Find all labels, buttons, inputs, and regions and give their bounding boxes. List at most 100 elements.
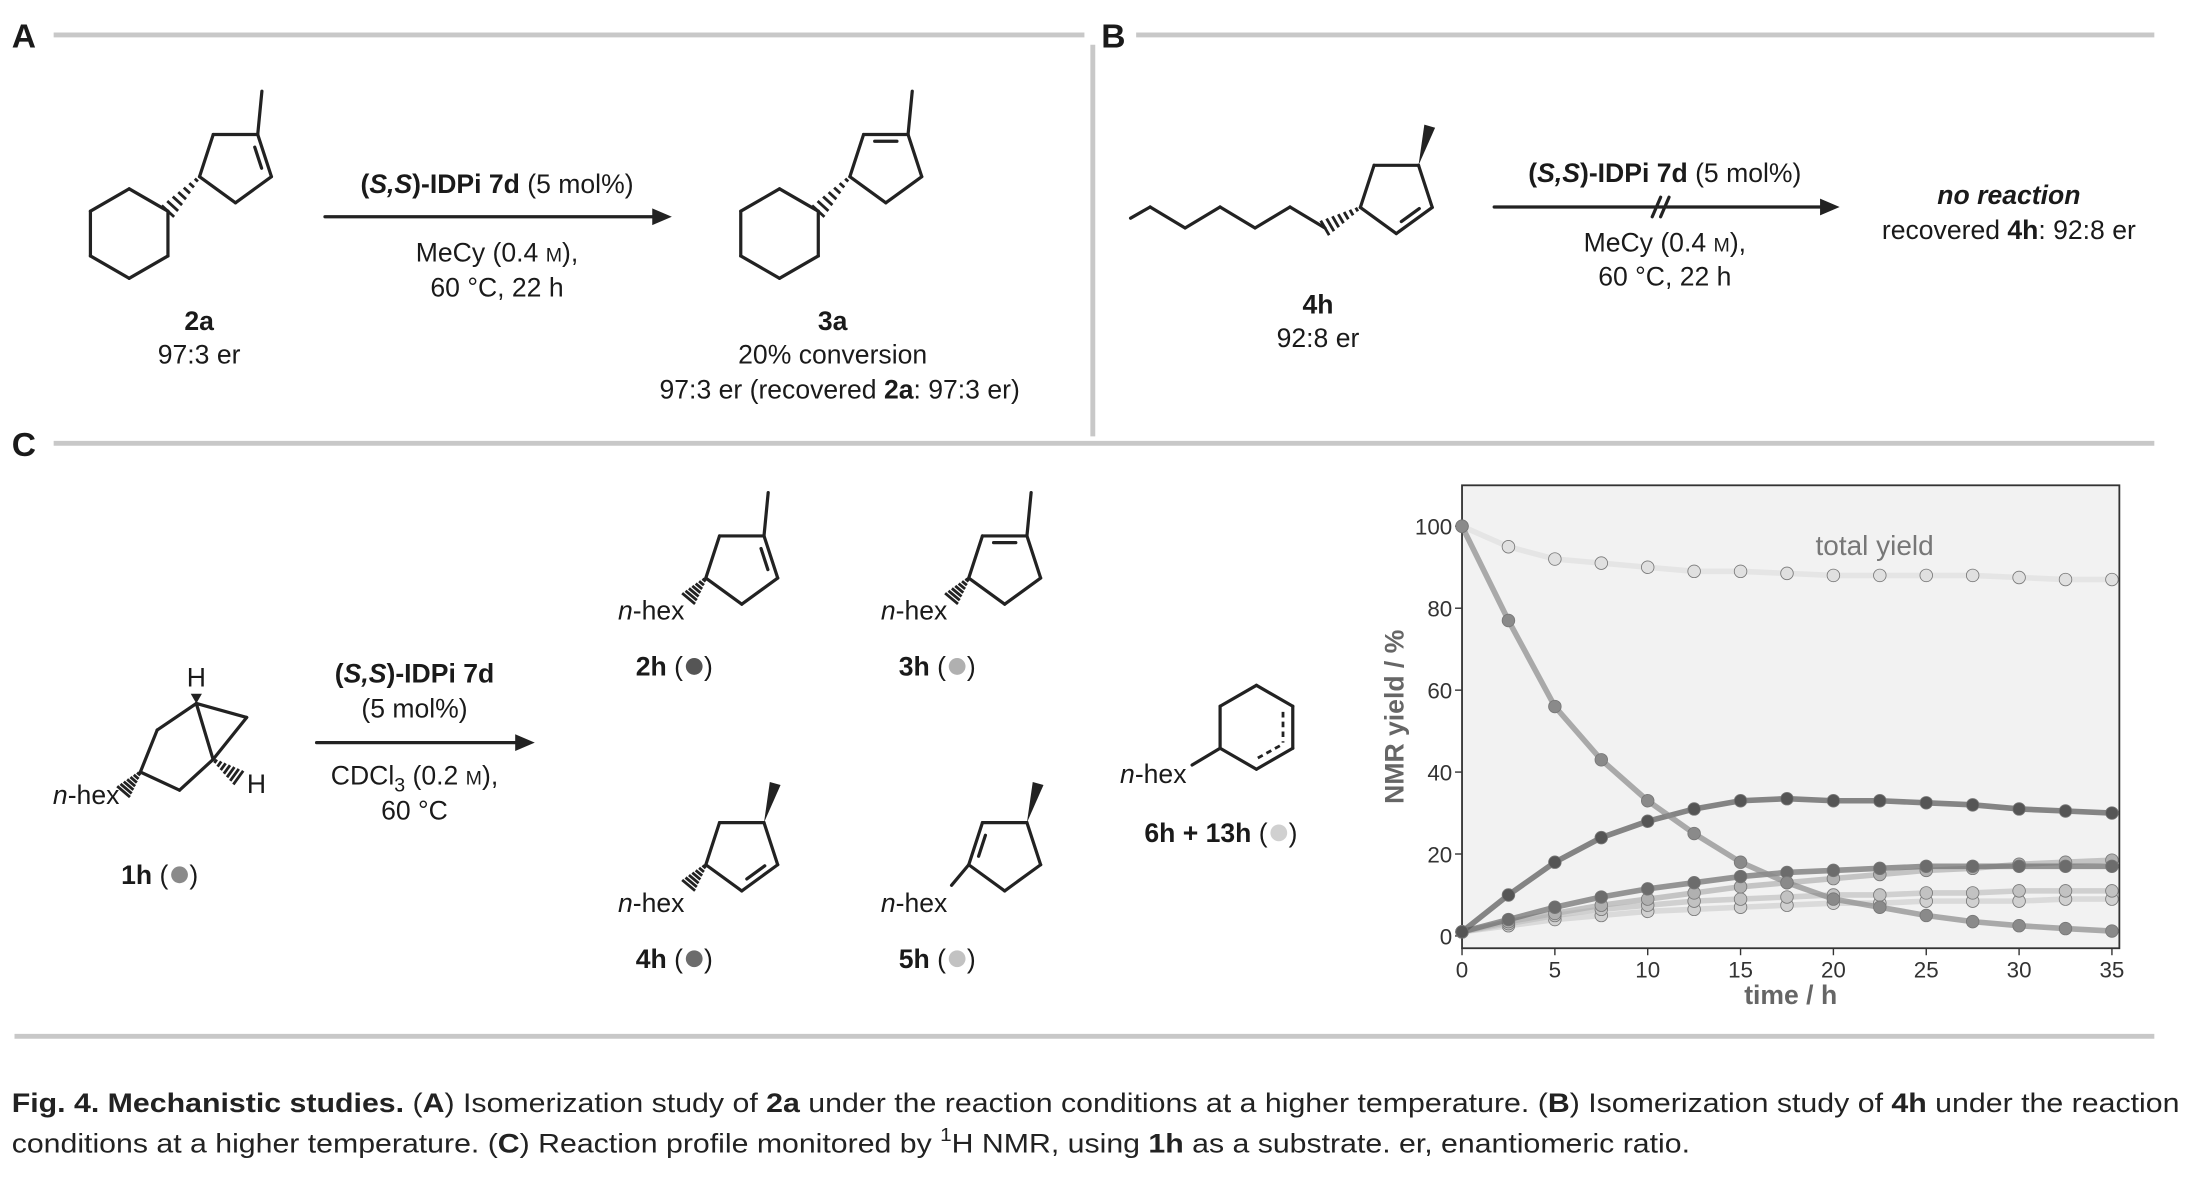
data-point <box>1733 869 1748 884</box>
data-point <box>1919 568 1933 583</box>
x-tick-label: 25 <box>1914 958 1939 983</box>
bond <box>1218 205 1257 230</box>
bond <box>253 145 264 170</box>
marker-dot <box>948 658 966 675</box>
bond <box>739 254 782 280</box>
hashed-bond <box>701 864 707 870</box>
compound-labels: 1h () 2h () 3h () 4h () 5h () 6h + 13h () <box>121 652 1297 974</box>
bond <box>1148 205 1187 230</box>
paren: ) <box>704 652 713 682</box>
compound-id: 5h <box>899 944 930 974</box>
substituent-italic: n <box>881 596 896 626</box>
compound-id: 1h <box>121 860 152 890</box>
catalyst: (S,S)-IDPi 7d (5 mol%) <box>360 169 633 199</box>
y-tick-label: 20 <box>1427 842 1452 867</box>
result: no reaction <box>1937 180 2080 210</box>
x-tick-label: 30 <box>2007 958 2032 983</box>
dashed-bond <box>1257 742 1284 760</box>
marker-dot <box>948 950 966 968</box>
atom-label: H <box>247 769 266 799</box>
substituent-text: -hex <box>1135 759 1187 789</box>
bond <box>762 534 780 580</box>
hashed-bond <box>136 771 142 777</box>
compound-id: 4h <box>636 944 667 974</box>
substituent-text: -hex <box>896 596 948 626</box>
data-point <box>1594 556 1609 570</box>
marker-dot <box>685 658 703 675</box>
hashed-bond <box>219 762 227 771</box>
marker-dot <box>685 950 703 968</box>
bond <box>1025 534 1043 580</box>
compound-id: 3h <box>899 652 930 682</box>
catalyst: (S,S)-IDPi 7d <box>335 659 494 689</box>
substituent: n-hex <box>618 596 684 626</box>
bond <box>949 863 971 887</box>
panel-label: C <box>12 427 36 464</box>
data-point <box>1594 890 1609 904</box>
bond <box>759 546 770 572</box>
data-point <box>1873 794 1887 808</box>
bond <box>1394 205 1434 236</box>
compound-label: 3h ( <box>899 652 946 682</box>
chart: 0 20 40 60 80 100 0 5 10 15 20 25 30 35 time / h NMR yi… <box>1379 484 2124 1010</box>
hashed-bond <box>188 182 195 189</box>
data-point <box>2012 884 2026 898</box>
y-tick-label: 40 <box>1427 760 1452 785</box>
bond <box>155 701 198 732</box>
data-point <box>1919 859 1933 874</box>
hashed-bond <box>1348 209 1355 216</box>
bond <box>177 757 215 792</box>
bond <box>1003 863 1043 893</box>
no-reaction-mark <box>1659 195 1671 219</box>
data-point <box>1594 830 1609 845</box>
bond <box>704 821 722 867</box>
bond <box>1183 205 1222 230</box>
data-point <box>1641 882 1655 896</box>
data-point <box>1873 861 1887 876</box>
substituent: n-hex <box>618 888 684 918</box>
panel-label: B <box>1101 19 1125 56</box>
compound-id: 2h <box>636 652 667 682</box>
bond <box>848 175 888 205</box>
hashed-bond <box>681 592 696 606</box>
conditions: 60 °C <box>381 796 448 826</box>
structures <box>116 490 1295 893</box>
hashed-bond <box>688 874 700 885</box>
y-axis-label: NMR yield / % <box>1379 630 1409 804</box>
hashed-bond <box>688 587 700 598</box>
result: recovered 4h: 92:8 er <box>1882 215 2136 245</box>
data-point <box>1733 892 1748 906</box>
bond <box>88 254 131 280</box>
hashed-bond <box>1331 215 1340 228</box>
structures <box>1128 124 1436 236</box>
x-tick-label: 20 <box>1821 958 1846 983</box>
bond <box>1025 821 1043 867</box>
substituent-text: -hex <box>68 780 120 810</box>
data-point <box>2105 859 2119 874</box>
data-point <box>2058 884 2073 898</box>
bond <box>976 833 988 858</box>
bond <box>138 728 159 774</box>
compound-id: 4h <box>1302 289 1333 319</box>
data-point <box>1641 560 1655 574</box>
hashed-bond <box>119 782 133 795</box>
bond <box>127 187 170 213</box>
data-point <box>1733 794 1748 808</box>
bond <box>194 701 215 762</box>
data-point <box>1919 908 1933 923</box>
bond <box>906 132 924 179</box>
x-tick-label: 10 <box>1635 958 1660 983</box>
hashed-bond <box>957 582 966 591</box>
hashed-bond <box>838 182 846 189</box>
paren: ) <box>1289 818 1298 848</box>
bond <box>127 254 170 280</box>
data-point <box>1594 753 1609 767</box>
catalyst: (5 mol%) <box>361 693 467 723</box>
data-point <box>1641 814 1655 828</box>
conditions: CDCl3 (0.2 M), <box>331 761 498 797</box>
hashed-bond <box>944 592 959 606</box>
hashed-bond <box>1342 211 1350 220</box>
hashed-bond <box>822 195 834 207</box>
y-tick-label: 100 <box>1415 515 1452 540</box>
compound-label: 1h ( <box>121 860 168 890</box>
